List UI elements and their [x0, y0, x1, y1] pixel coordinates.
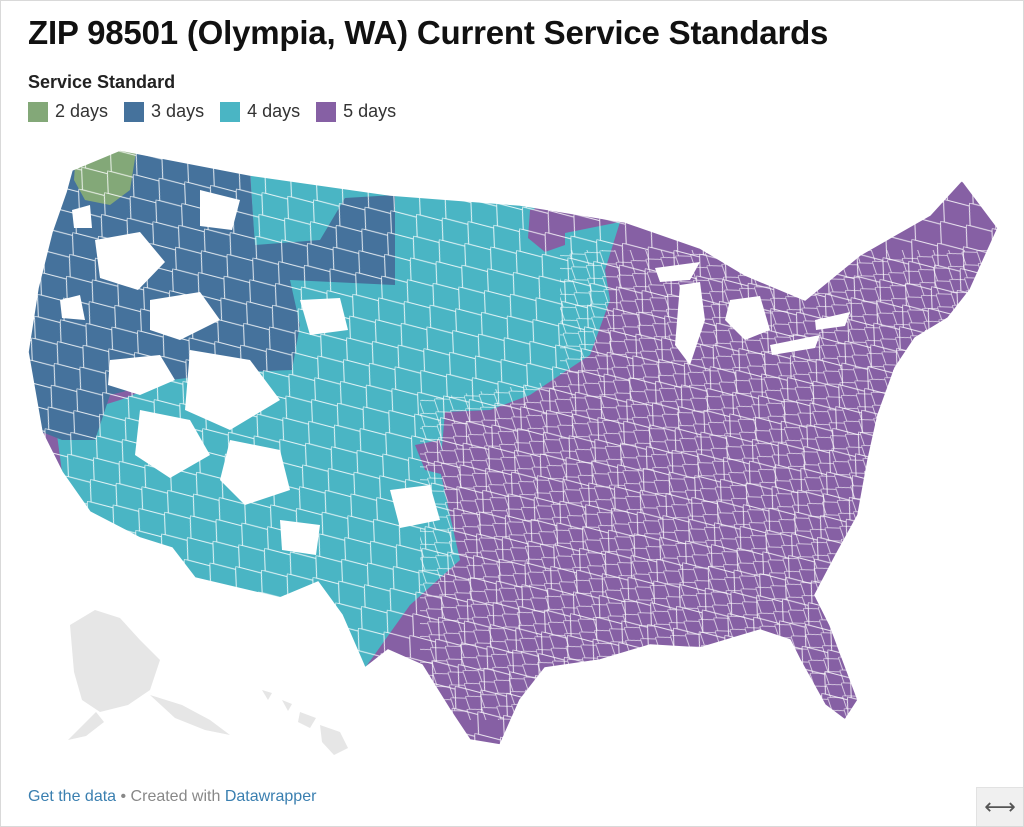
legend-swatch-2-days — [28, 101, 48, 122]
hawaii-shape — [262, 690, 348, 755]
choropleth-map — [27, 149, 999, 755]
legend-title: Service Standard — [28, 72, 176, 92]
legend-item-4-days: 4 days — [220, 101, 300, 122]
legend-swatch-4-days — [220, 101, 241, 122]
resize-handle[interactable]: ⟷ — [976, 787, 1023, 826]
legend: 2 days 3 days 4 days 5 days — [28, 101, 412, 122]
legend-swatch-5-days — [316, 101, 337, 122]
legend-label-2-days: 2 days — [55, 101, 109, 121]
get-the-data-link[interactable]: Get the data — [28, 788, 117, 805]
legend-item-3-days: 3 days — [124, 101, 204, 122]
map-title: ZIP 98501 (Olympia, WA) Current Service … — [28, 14, 829, 51]
legend-label-4-days: 4 days — [247, 101, 301, 121]
footer: Get the data • Created with Datawrapper — [28, 788, 316, 806]
legend-label-5-days: 5 days — [343, 101, 397, 121]
legend-label-3-days: 3 days — [151, 101, 205, 121]
legend-item-2-days: 2 days — [28, 101, 108, 122]
legend-swatch-3-days — [124, 101, 145, 122]
legend-item-5-days: 5 days — [316, 101, 396, 122]
datawrapper-link[interactable]: Datawrapper — [224, 788, 317, 805]
alaska-shape — [68, 610, 230, 740]
footer-credit-text: • Created with — [116, 788, 225, 805]
resize-icon: ⟷ — [984, 794, 1016, 819]
